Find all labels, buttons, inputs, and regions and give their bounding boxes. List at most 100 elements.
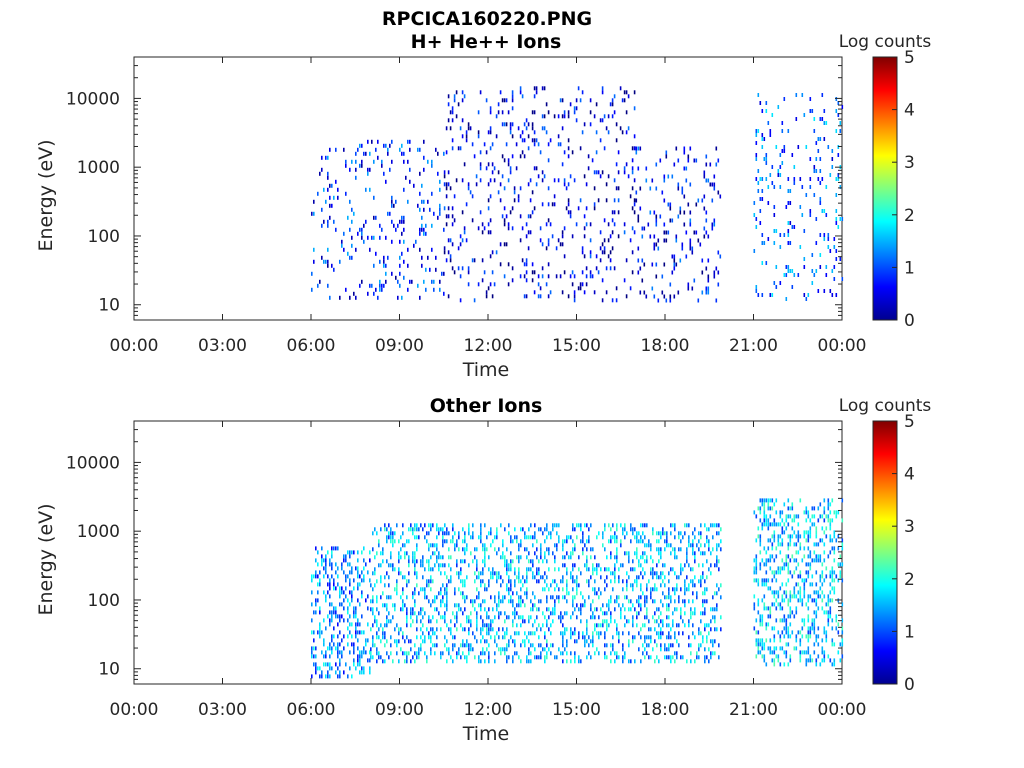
spectrogram-cell [450,575,452,580]
spectrogram-cell [463,230,466,235]
spectrogram-cell [606,655,608,660]
spectrogram-cell [383,283,385,288]
spectrogram-cell [809,634,812,639]
spectrogram-cell [631,170,634,175]
spectrogram-cell [410,639,412,644]
spectrogram-cell [610,651,612,656]
spectrogram-cell [481,222,484,227]
spectrogram-cell [644,599,646,604]
spectrogram-cell [677,186,680,191]
spectrogram-cell [533,166,536,171]
spectrogram-cell [817,554,820,559]
spectrogram-cell [839,185,842,189]
spectrogram-cell [380,579,382,584]
spectrogram-cell [359,630,361,635]
spectrogram-cell [631,226,634,231]
spectrogram-cell [351,590,353,595]
spectrogram-cell [580,607,582,612]
spectrogram-cell [589,110,592,115]
spectrogram-cell [817,558,820,563]
spectrogram-cell [331,646,333,651]
spectrogram-cell [512,539,514,544]
spectrogram-cell [545,130,548,135]
spectrogram-cell [394,567,396,572]
spectrogram-cell [696,651,698,656]
spectrogram-cell [385,263,387,268]
spectrogram-cell [311,287,313,292]
spectrogram-cell [823,626,826,631]
spectrogram-cell [753,558,756,563]
spectrogram-cell [520,615,522,620]
spectrogram-cell [534,551,536,556]
spectrogram-cell [791,594,794,599]
spectrogram-cell [345,574,347,579]
spectrogram-cell [508,563,510,568]
spectrogram-cell [652,571,654,576]
spectrogram-cell [428,559,430,564]
spectrogram-cell [793,590,796,595]
spectrogram-cell [753,626,756,631]
spectrogram-cell [359,650,361,655]
spectrogram-cell [430,567,432,572]
spectrogram-cell [329,662,331,667]
spectrogram-cell [648,543,650,548]
spectrogram-cell [491,170,494,175]
spectrogram-cell [831,165,834,169]
spectrogram-cell [841,542,844,547]
spectrogram-cell [705,210,708,215]
spectrogram-cell [396,639,398,644]
spectrogram-cell [317,283,319,288]
spectrogram-cell [485,98,488,103]
colorbar-tick-label: 0 [904,675,915,695]
spectrogram-cell [835,257,838,261]
spectrogram-cell [425,223,427,228]
spectrogram-cell [371,235,373,240]
spectrogram-cell [496,603,498,608]
spectrogram-cell [702,563,704,568]
spectrogram-cell [634,527,636,532]
spectrogram-cell [637,218,640,223]
spectrogram-cell [833,586,836,591]
spectrogram-cell [482,647,484,652]
spectrogram-cell [331,634,333,639]
spectrogram-cell [779,165,782,169]
spectrogram-cell [562,539,564,544]
spectrogram-cell [595,170,598,175]
spectrogram-cell [658,615,660,620]
spectrogram-cell [436,555,438,560]
spectrogram-cell [528,535,530,540]
spectrogram-cell [690,651,692,656]
spectrogram-cell [540,547,542,552]
spectrogram-cell [602,623,604,628]
spectrogram-cell [451,146,454,151]
spectrogram-cell [390,619,392,624]
spectrogram-cell [446,603,448,608]
spectrogram-cell [400,647,402,652]
spectrogram-cell [610,551,612,556]
spectrogram-cell [343,247,345,252]
spectrogram-cell [677,214,680,219]
spectrogram-cell [448,555,450,560]
spectrogram-cell [542,611,544,616]
spectrogram-cell [777,173,780,177]
spectrogram-cell [421,183,423,188]
spectrogram-cell [793,558,796,563]
spectrogram-cell [588,643,590,648]
spectrogram-cell [665,154,668,159]
spectrogram-cell [789,538,792,543]
spectrogram-cell [777,630,780,635]
spectrogram-cell [646,599,648,604]
spectrogram-cell [787,542,790,547]
spectrogram-cell [465,238,468,243]
spectrogram-cell [566,659,568,664]
spectrogram-cell [795,566,798,571]
spectrogram-cell [390,555,392,560]
spectrogram-cell [370,651,372,656]
spectrogram-cell [599,258,602,263]
spectrogram-cell [556,595,558,600]
spectrogram-cell [717,282,720,287]
spectrogram-cell [795,93,798,97]
spectrogram-cell [544,655,546,660]
spectrogram-cell [560,579,562,584]
